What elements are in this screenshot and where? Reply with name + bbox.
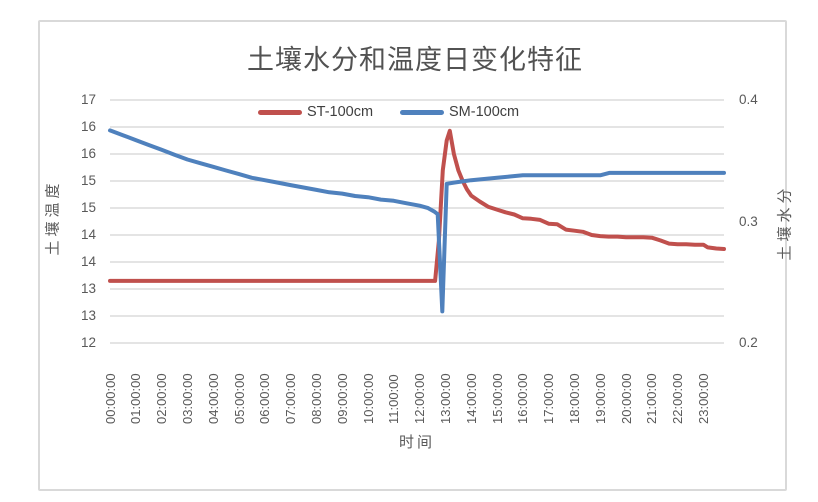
x-axis-tick-label: 20:00:00 xyxy=(618,373,634,424)
x-axis-tick-label: 16:00:00 xyxy=(515,373,531,424)
series-line-sm-100cm xyxy=(108,128,726,314)
left-axis-title: 土壤温度 xyxy=(45,179,62,256)
legend-item-st100cm: ST-100cm xyxy=(258,103,373,121)
x-axis-tick-label: 21:00:00 xyxy=(644,373,660,424)
x-axis-tick-label: 01:00:00 xyxy=(128,373,144,424)
x-axis-tick-label: 13:00:00 xyxy=(437,373,453,424)
left-axis-tick-label: 15 xyxy=(80,200,96,215)
right-axis-tick-label: 0.4 xyxy=(739,92,758,107)
x-axis-tick-label: 03:00:00 xyxy=(179,373,195,424)
x-axis-tick-label: 07:00:00 xyxy=(283,373,299,424)
chart-title: 土壤水分和温度日变化特征 xyxy=(247,45,583,75)
right-axis-tick-label: 0.3 xyxy=(739,213,758,229)
x-axis-tick-label: 23:00:00 xyxy=(695,373,711,424)
x-axis-tick-label: 22:00:00 xyxy=(670,373,686,424)
legend-item-sm100cm: SM-100cm xyxy=(400,103,519,121)
legend-label-sm100cm: SM-100cm xyxy=(449,104,520,120)
left-axis-tick-label: 15 xyxy=(80,173,96,188)
x-axis-tick-label: 15:00:00 xyxy=(489,373,505,424)
x-axis-title: 时间 xyxy=(398,435,435,451)
x-axis-tick-label: 09:00:00 xyxy=(334,373,350,424)
x-axis-tick-label: 14:00:00 xyxy=(463,373,479,424)
left-axis-tick-label: 16 xyxy=(80,119,96,134)
x-axis-tick-label: 12:00:00 xyxy=(412,373,428,424)
left-axis-tick-label: 14 xyxy=(80,254,96,269)
x-axis-tick-label: 08:00:00 xyxy=(308,373,324,424)
legend-swatch-st100cm xyxy=(258,109,302,115)
x-axis-tick-label: 10:00:00 xyxy=(360,373,376,424)
x-axis-tick-label: 17:00:00 xyxy=(541,373,557,424)
right-axis-tick-label: 0.2 xyxy=(739,335,758,350)
left-axis-tick-label: 13 xyxy=(80,308,96,323)
left-axis-tick-label: 17 xyxy=(80,92,96,107)
x-axis-tick-label: 02:00:00 xyxy=(154,373,170,424)
x-axis-tick-label: 19:00:00 xyxy=(592,373,608,424)
x-axis-tick-label: 04:00:00 xyxy=(205,373,221,424)
series-line-st-100cm xyxy=(108,128,726,283)
left-axis-tick-label: 14 xyxy=(80,227,96,242)
legend-label-st100cm: ST-100cm xyxy=(307,104,374,120)
left-axis-tick-label: 16 xyxy=(80,146,96,161)
x-axis-tick-label: 11:00:00 xyxy=(386,374,402,424)
legend-swatch-sm100cm xyxy=(400,109,444,115)
left-axis-tick-label: 12 xyxy=(80,335,96,350)
right-axis-title: 土壤水分 xyxy=(777,184,794,261)
chart-frame-border xyxy=(38,20,787,491)
x-axis-tick-label: 06:00:00 xyxy=(257,373,273,424)
left-axis-tick-label: 13 xyxy=(80,281,96,296)
x-axis-tick-label: 18:00:00 xyxy=(566,373,582,424)
x-axis-tick-label: 05:00:00 xyxy=(231,373,247,424)
x-axis-tick-label: 00:00:00 xyxy=(102,373,118,424)
